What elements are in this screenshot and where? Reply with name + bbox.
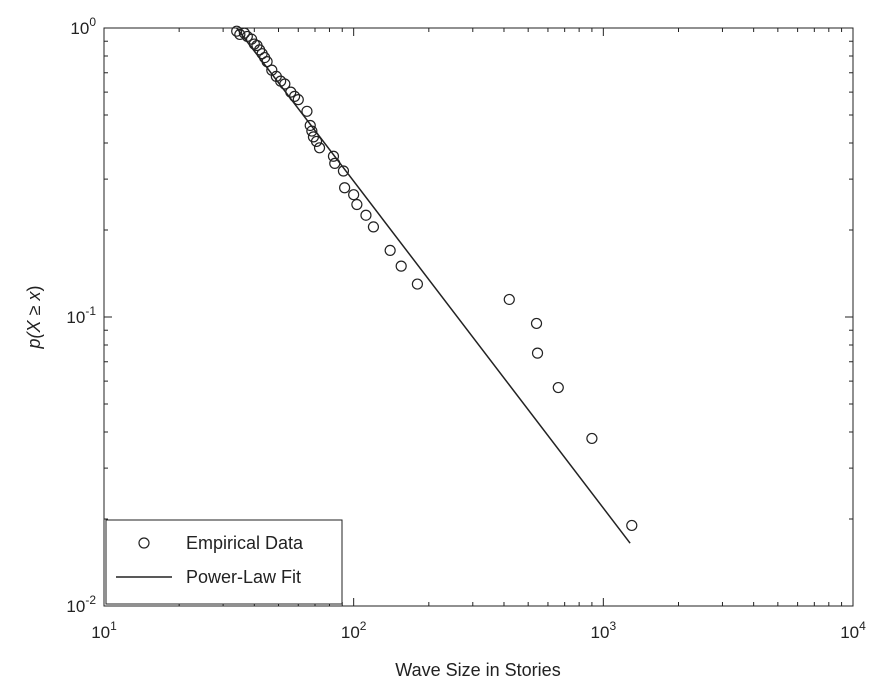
x-tick-label: 101 [91, 619, 117, 642]
y-label-part-1: p( [24, 330, 44, 349]
empirical-data-point [552, 381, 564, 394]
y-tick-label: 100 [70, 15, 96, 38]
empirical-data-point [531, 347, 544, 359]
x-tick-exp: 4 [859, 619, 866, 633]
x-tick-label: 104 [840, 619, 866, 642]
x-tick-label: 102 [341, 619, 367, 642]
y-tick-base: 10 [66, 597, 85, 616]
empirical-data-point [292, 94, 304, 106]
legend: Empirical Data Power-Law Fit [105, 519, 343, 605]
empirical-data-point [395, 260, 407, 272]
empirical-data-point [348, 189, 360, 201]
x-tick-base: 10 [591, 623, 610, 642]
empirical-data-point [384, 244, 396, 257]
points-layer [231, 25, 638, 532]
x-tick-base: 10 [91, 623, 110, 642]
empirical-data-point [360, 209, 372, 221]
y-tick-exp: -1 [85, 304, 96, 318]
empirical-data-point [231, 25, 243, 37]
y-label-part-2: X [24, 319, 44, 333]
x-tick-exp: 3 [609, 619, 616, 633]
empirical-data-point [310, 135, 323, 148]
empirical-data-point [306, 125, 318, 137]
plot-area [103, 27, 854, 607]
x-tick-exp: 2 [360, 619, 367, 633]
legend-label-empirical: Empirical Data [186, 533, 304, 553]
empirical-data-point [586, 432, 598, 445]
y-tick-exp: -2 [85, 593, 96, 607]
empirical-data-point [411, 278, 423, 290]
y-tick-label: 10-1 [66, 304, 96, 327]
y-label-part-4: x [24, 291, 44, 302]
empirical-data-point [279, 78, 291, 90]
empirical-data-point [261, 56, 273, 68]
empirical-data-point [289, 90, 301, 102]
empirical-data-point [313, 142, 326, 154]
empirical-data-point [626, 519, 638, 532]
y-axis-label: p(X ≥ x) [24, 286, 44, 350]
y-tick-base: 10 [70, 19, 89, 38]
empirical-data-point [503, 293, 515, 306]
empirical-data-point [530, 317, 543, 330]
x-tick-base: 10 [840, 623, 859, 642]
empirical-data-point [234, 28, 246, 41]
legend-box [105, 519, 343, 605]
empirical-data-point [337, 165, 350, 177]
y-tick-label: 10-2 [66, 593, 96, 616]
empirical-data-point [301, 105, 313, 117]
empirical-data-point [329, 157, 341, 170]
x-axis-label: Wave Size in Stories [395, 660, 560, 680]
x-tick-base: 10 [341, 623, 360, 642]
empirical-data-point [339, 182, 351, 194]
empirical-data-point [238, 27, 250, 39]
y-label-part-3: ≥ [24, 301, 44, 321]
legend-marker-empirical [138, 537, 150, 549]
empirical-data-point [351, 198, 363, 211]
y-tick-exp: 0 [89, 15, 96, 29]
legend-label-fit: Power-Law Fit [186, 567, 301, 587]
empirical-data-point [367, 221, 380, 233]
y-label-part-5: ) [24, 286, 44, 292]
empirical-data-point [327, 150, 340, 162]
empirical-data-point [304, 119, 316, 132]
x-tick-label: 103 [591, 619, 617, 642]
y-tick-base: 10 [66, 308, 85, 327]
x-tick-exp: 1 [110, 619, 117, 633]
